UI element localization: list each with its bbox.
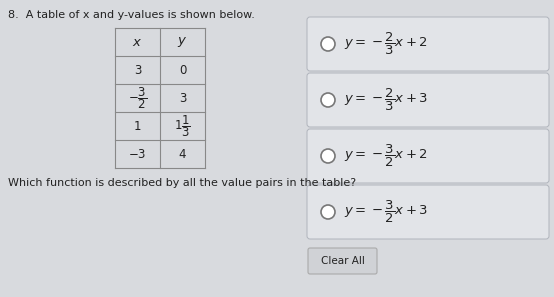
Circle shape [321,149,335,163]
Text: 1: 1 [134,119,141,132]
Text: 8.  A table of x and y-values is shown below.: 8. A table of x and y-values is shown be… [8,10,255,20]
Text: 3: 3 [179,91,186,105]
FancyBboxPatch shape [307,17,549,71]
Text: $y = -\dfrac{2}{3}x + 3$: $y = -\dfrac{2}{3}x + 3$ [344,87,428,113]
Circle shape [321,205,335,219]
Text: $y = -\dfrac{3}{2}x + 2$: $y = -\dfrac{3}{2}x + 2$ [344,143,428,169]
Text: 0: 0 [179,64,186,77]
Text: $1\dfrac{1}{3}$: $1\dfrac{1}{3}$ [174,113,191,139]
FancyBboxPatch shape [307,73,549,127]
FancyBboxPatch shape [307,129,549,183]
Text: $y = -\dfrac{2}{3}x + 2$: $y = -\dfrac{2}{3}x + 2$ [344,31,428,57]
Text: 4: 4 [179,148,186,160]
Circle shape [321,37,335,51]
FancyBboxPatch shape [307,185,549,239]
Text: $y$: $y$ [177,35,188,49]
Text: $x$: $x$ [132,36,142,48]
Text: $y = -\dfrac{3}{2}x + 3$: $y = -\dfrac{3}{2}x + 3$ [344,199,428,225]
Text: $-3$: $-3$ [129,148,147,160]
Text: Which function is described by all the value pairs in the table?: Which function is described by all the v… [8,178,356,188]
Text: 3: 3 [134,64,141,77]
Text: $-\dfrac{3}{2}$: $-\dfrac{3}{2}$ [128,85,147,111]
Circle shape [321,93,335,107]
Text: Clear All: Clear All [321,256,365,266]
FancyBboxPatch shape [308,248,377,274]
